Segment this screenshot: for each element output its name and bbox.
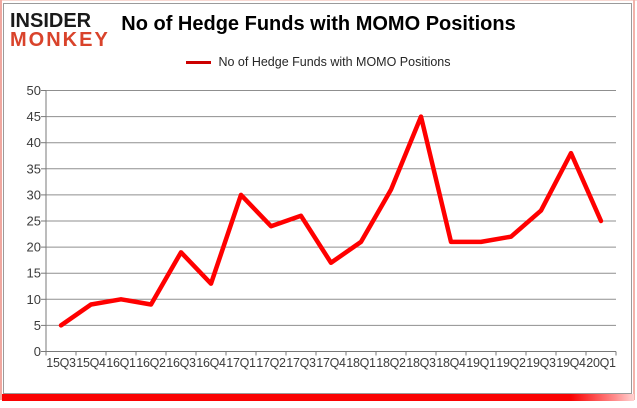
x-axis-label: 15Q3 [46,356,76,370]
x-axis-label: 16Q1 [106,356,136,370]
legend-line-key [186,60,212,64]
y-axis-label: 15 [27,266,41,281]
logo-insider-text: INSIDER [10,10,92,32]
logo-monkey-text: MONKEY [10,29,110,51]
red-accent-bar [2,394,634,401]
chart-title: No of Hedge Funds with MOMO Positions [121,13,516,35]
x-axis-label: 17Q1 [226,356,256,370]
y-axis-label: 50 [27,83,41,98]
y-axis-label: 10 [27,292,41,307]
page-border-left [0,0,2,400]
y-axis-label: 20 [27,240,41,255]
insider-monkey-logo: INSIDER MONKEY [10,10,110,51]
x-axis-label: 16Q2 [136,356,166,370]
y-axis-label: 40 [27,135,41,150]
legend: No of Hedge Funds with MOMO Positions [0,55,637,69]
x-axis-label: 19Q3 [526,356,556,370]
x-axis-label: 16Q3 [166,356,196,370]
y-axis-label: 35 [27,161,41,176]
y-axis-label: 30 [27,187,41,202]
x-axis-label: 18Q2 [376,356,406,370]
series-line [58,114,604,328]
x-axis-label: 20Q1 [586,356,616,370]
y-axis-label: 0 [34,344,41,359]
x-axis-label: 19Q1 [466,356,496,370]
y-axis-label: 25 [27,214,41,229]
page-border-right [633,0,635,400]
x-axis-label: 15Q4 [76,356,106,370]
x-axis-label: 16Q4 [196,356,226,370]
x-axis-label: 18Q1 [346,356,376,370]
page-border-top [0,0,637,1]
chart-frame [3,3,632,394]
y-axis-label: 5 [34,318,41,333]
x-axis-label: 17Q4 [316,356,346,370]
x-axis-label: 19Q2 [496,356,526,370]
y-axis-label: 45 [27,109,41,124]
x-axis-label: 17Q3 [286,356,316,370]
x-axis-label: 18Q4 [436,356,466,370]
legend-label: No of Hedge Funds with MOMO Positions [218,55,451,69]
x-axis-label: 18Q3 [406,356,436,370]
x-axis-label: 17Q2 [256,356,286,370]
x-axis-label: 19Q4 [556,356,586,370]
